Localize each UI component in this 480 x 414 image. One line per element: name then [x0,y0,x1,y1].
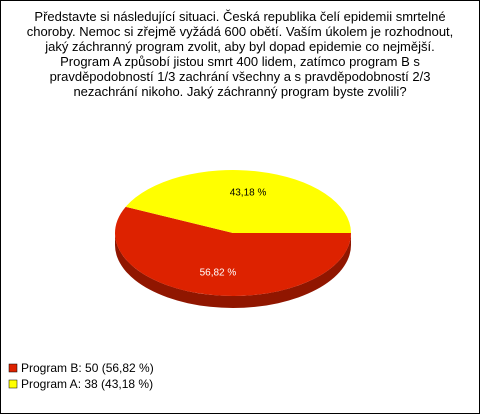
legend-swatch [8,363,18,373]
chart-title: Představte si následující situaci. Česká… [26,9,454,99]
pie-side [115,233,351,308]
legend-label: Program B: 50 (56,82 %) [21,361,154,375]
pie-slice [114,206,352,297]
value-label: 56,82 % [200,268,237,279]
pie-slice [125,170,351,233]
legend-swatch [8,379,18,389]
value-label: 43,18 % [230,188,267,199]
legend-label: Program A: 38 (43,18 %) [21,377,153,391]
